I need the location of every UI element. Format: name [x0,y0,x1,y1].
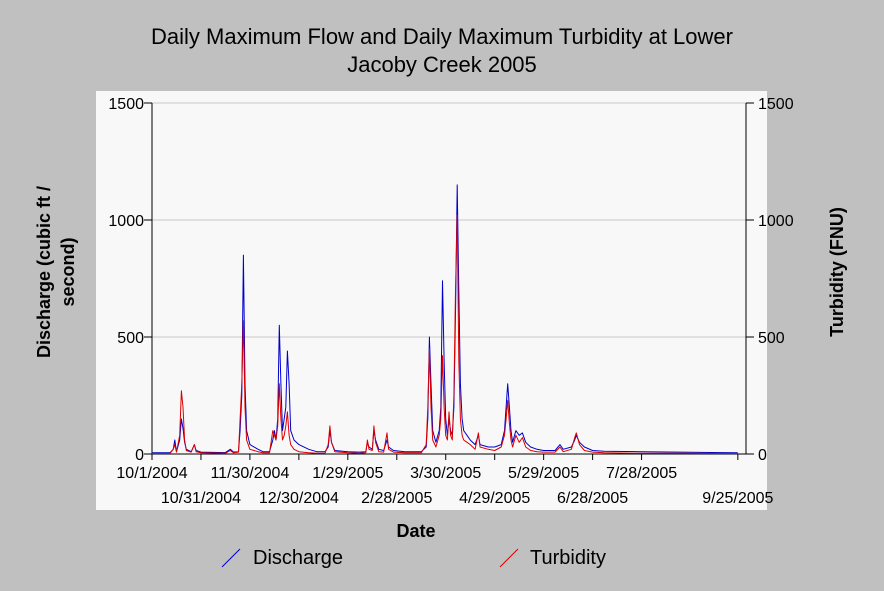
chart-title-line-2: Jacoby Creek 2005 [347,52,537,77]
legend: Discharge Turbidity [221,547,606,569]
x-axis-ticks: 10/1/2004 10/31/2004 11/30/2004 12/30/2004 1… [116,454,774,507]
x-tick-label: 1/29/2005 [312,465,383,482]
series-layer [152,184,738,454]
y-left-tick-label: 0 [135,447,144,464]
legend-discharge-label: Discharge [253,547,343,569]
y-right-tick-label: 1000 [758,213,794,230]
y-axis-left-label-line-1: Discharge (cubic ft / [34,186,54,358]
legend-discharge-swatch [221,548,241,568]
x-tick-label: 3/30/2005 [410,465,481,482]
x-tick-label: 4/29/2005 [459,490,530,507]
x-tick-label: 11/30/2004 [210,465,289,482]
x-tick-label: 6/28/2005 [557,490,628,507]
x-tick-label: 2/28/2005 [361,490,432,507]
x-tick-label: 9/25/2005 [702,490,773,507]
y-axis-left-label: Discharge (cubic ft / second) [34,186,78,358]
series-line-turbidity [152,214,738,454]
x-tick-label: 12/30/2004 [259,490,339,507]
legend-turbidity-swatch [499,548,519,568]
x-tick-label: 7/28/2005 [606,465,677,482]
chart-title-line-1: Daily Maximum Flow and Daily Maximum Tur… [151,24,733,49]
y-left-tick-label: 1000 [108,213,144,230]
x-tick-label: 10/31/2004 [161,490,241,507]
x-tick-label: 5/29/2005 [508,465,579,482]
plot-panel [96,91,767,510]
x-axis-label: Date [396,521,435,541]
x-tick-label: 10/1/2004 [116,465,187,482]
y-right-tick-label: 0 [758,447,767,464]
y-left-tick-label: 500 [117,330,144,347]
y-axis-right-ticks: 0 500 1000 1500 [746,96,794,464]
y-axis-left-label-line-2: second) [58,237,78,306]
gridlines [152,102,746,338]
legend-turbidity-label: Turbidity [530,547,606,569]
y-right-tick-label: 500 [758,330,785,347]
y-axis-left-ticks: 0 500 1000 1500 [108,96,152,464]
y-axis-right-label: Turbidity (FNU) [827,207,847,337]
y-right-tick-label: 1500 [758,96,794,113]
series-line-discharge [152,184,738,454]
y-left-tick-label: 1500 [108,96,144,113]
